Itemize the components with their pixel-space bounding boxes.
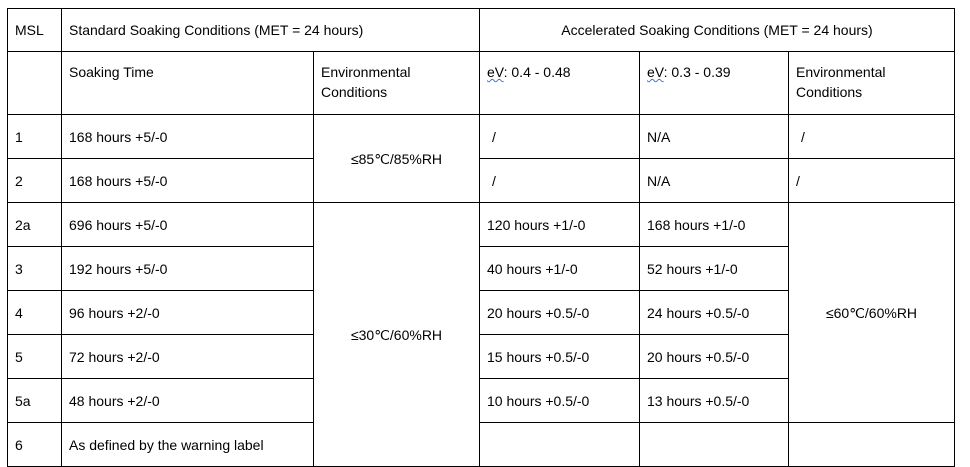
header-accelerated: Accelerated Soaking Conditions (MET = 24… bbox=[479, 8, 955, 52]
table-row: 4 96 hours +2/-0 20 hours +0.5/-0 24 hou… bbox=[7, 290, 955, 335]
msl-cell: 2 bbox=[7, 158, 62, 203]
msl-soaking-table: MSL Standard Soaking Conditions (MET = 2… bbox=[7, 8, 955, 467]
ev2-cell: N/A bbox=[639, 158, 789, 203]
ev1-cell bbox=[479, 422, 640, 467]
ev2-cell: 168 hours +1/-0 bbox=[639, 202, 789, 247]
ev2-cell: 24 hours +0.5/-0 bbox=[639, 290, 789, 335]
ev1-cell: 120 hours +1/-0 bbox=[479, 202, 640, 247]
msl-cell: 5 bbox=[7, 334, 62, 379]
ev1-cell: 20 hours +0.5/-0 bbox=[479, 290, 640, 335]
time-cell: 168 hours +5/-0 bbox=[61, 158, 314, 203]
time-cell: 48 hours +2/-0 bbox=[61, 378, 314, 423]
msl-cell: 6 bbox=[7, 422, 62, 467]
table-row: 3 192 hours +5/-0 40 hours +1/-0 52 hour… bbox=[7, 246, 955, 291]
subheader-ev1: eV: 0.4 - 0.48 bbox=[479, 51, 640, 115]
ev2-cell: 52 hours +1/-0 bbox=[639, 246, 789, 291]
msl-cell: 4 bbox=[7, 290, 62, 335]
time-cell: 696 hours +5/-0 bbox=[61, 202, 314, 247]
std-env-cell: ≤30℃/60%RH bbox=[313, 202, 480, 467]
subheader-empty bbox=[7, 51, 62, 115]
header-standard: Standard Soaking Conditions (MET = 24 ho… bbox=[61, 8, 480, 52]
time-cell: 72 hours +2/-0 bbox=[61, 334, 314, 379]
acc-env-cell: / bbox=[788, 114, 955, 159]
subheader-env2: Environmental Conditions bbox=[788, 51, 955, 115]
ev1-cell: / bbox=[479, 158, 640, 203]
table-row: 1 168 hours +5/-0 ≤85℃/85%RH / N/A / bbox=[7, 114, 955, 203]
acc-env-cell: / bbox=[788, 158, 955, 203]
table-row: 5 72 hours +2/-0 15 hours +0.5/-0 20 hou… bbox=[7, 334, 955, 379]
msl-cell: 1 bbox=[7, 114, 62, 159]
subheader-row: Soaking Time Environmental Conditions eV… bbox=[7, 51, 955, 115]
subheader-ev2: eV: 0.3 - 0.39 bbox=[639, 51, 789, 115]
time-cell: As defined by the warning label bbox=[61, 422, 314, 467]
ev1-cell: 10 hours +0.5/-0 bbox=[479, 378, 640, 423]
ev1-rest: : 0.4 - 0.48 bbox=[503, 64, 571, 80]
time-cell: 192 hours +5/-0 bbox=[61, 246, 314, 291]
ev2-rest: : 0.3 - 0.39 bbox=[663, 64, 731, 80]
time-cell: 168 hours +5/-0 bbox=[61, 114, 314, 159]
ev2-cell bbox=[639, 422, 789, 467]
ev2-cell: N/A bbox=[639, 114, 789, 159]
ev2-cell: 20 hours +0.5/-0 bbox=[639, 334, 789, 379]
subheader-soaking-time: Soaking Time bbox=[61, 51, 314, 115]
msl-cell: 5a bbox=[7, 378, 62, 423]
acc-env-cell: ≤60℃/60%RH bbox=[788, 202, 955, 423]
ev1-cell: 15 hours +0.5/-0 bbox=[479, 334, 640, 379]
table-row: 2a 696 hours +5/-0 ≤30℃/60%RH 120 hours … bbox=[7, 202, 955, 467]
table-row: 5a 48 hours +2/-0 10 hours +0.5/-0 13 ho… bbox=[7, 378, 955, 423]
msl-cell: 3 bbox=[7, 246, 62, 291]
ev2-prefix: eV bbox=[647, 64, 664, 80]
ev2-cell: 13 hours +0.5/-0 bbox=[639, 378, 789, 423]
acc-env-cell bbox=[788, 422, 955, 467]
subheader-env: Environmental Conditions bbox=[313, 51, 480, 115]
header-row: MSL Standard Soaking Conditions (MET = 2… bbox=[7, 8, 955, 52]
ev1-cell: / bbox=[479, 114, 640, 159]
msl-cell: 2a bbox=[7, 202, 62, 247]
std-env-cell: ≤85℃/85%RH bbox=[313, 114, 480, 203]
table-row: 2 168 hours +5/-0 / N/A / bbox=[7, 158, 955, 203]
ev1-cell: 40 hours +1/-0 bbox=[479, 246, 640, 291]
table-row: 6 As defined by the warning label bbox=[7, 422, 955, 467]
time-cell: 96 hours +2/-0 bbox=[61, 290, 314, 335]
header-msl: MSL bbox=[7, 8, 62, 52]
ev1-prefix: eV bbox=[487, 64, 504, 80]
